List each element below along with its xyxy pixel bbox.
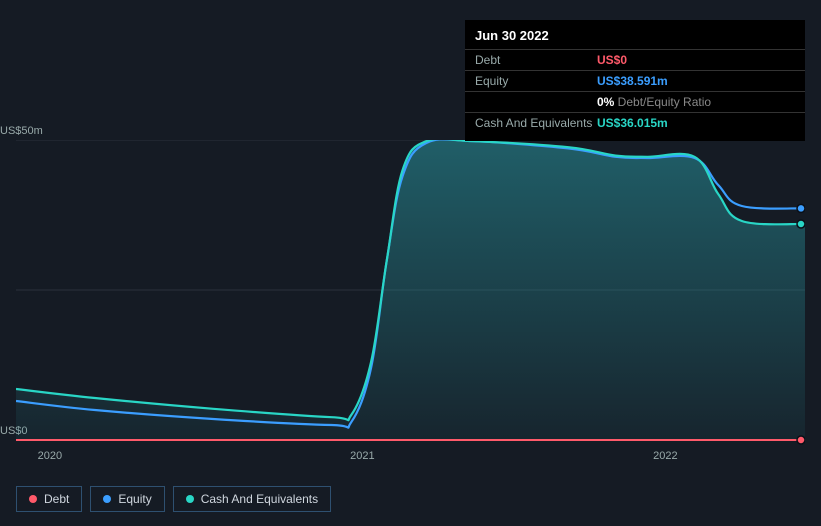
legend-label: Cash And Equivalents xyxy=(201,492,318,506)
tooltip-value: US$36.015m xyxy=(597,116,668,130)
legend-dot-icon xyxy=(186,495,194,503)
legend-dot-icon xyxy=(29,495,37,503)
tooltip-row-equity: Equity US$38.591m xyxy=(465,70,805,91)
tooltip-ratio-value: 0% xyxy=(597,95,614,109)
tooltip-row-debt: Debt US$0 xyxy=(465,49,805,70)
x-axis-label: 2020 xyxy=(38,450,62,462)
legend-label: Debt xyxy=(44,492,69,506)
tooltip-date: Jun 30 2022 xyxy=(465,28,805,49)
chart-legend: Debt Equity Cash And Equivalents xyxy=(16,486,331,512)
tooltip-value: US$0 xyxy=(597,53,627,67)
tooltip-label: Cash And Equivalents xyxy=(475,116,597,130)
legend-item-debt[interactable]: Debt xyxy=(16,486,82,512)
tooltip-label xyxy=(475,95,597,109)
tooltip-value: US$38.591m xyxy=(597,74,668,88)
legend-label: Equity xyxy=(118,492,151,506)
tooltip-value: 0% Debt/Equity Ratio xyxy=(597,95,711,109)
y-axis-label-max: US$50m xyxy=(0,125,43,137)
legend-item-equity[interactable]: Equity xyxy=(90,486,164,512)
tooltip-ratio-suffix: Debt/Equity Ratio xyxy=(614,95,711,109)
tooltip-label: Debt xyxy=(475,53,597,67)
chart-area[interactable] xyxy=(16,140,805,450)
tooltip-label: Equity xyxy=(475,74,597,88)
chart-tooltip: Jun 30 2022 Debt US$0 Equity US$38.591m … xyxy=(465,20,805,141)
legend-dot-icon xyxy=(103,495,111,503)
legend-item-cash[interactable]: Cash And Equivalents xyxy=(173,486,331,512)
x-axis-labels: 2020 2021 2022 xyxy=(16,450,805,470)
x-axis-label: 2022 xyxy=(653,450,677,462)
tooltip-row-ratio: 0% Debt/Equity Ratio xyxy=(465,91,805,112)
x-axis-label: 2021 xyxy=(350,450,374,462)
tooltip-row-cash: Cash And Equivalents US$36.015m xyxy=(465,112,805,133)
chart-svg xyxy=(16,140,805,450)
